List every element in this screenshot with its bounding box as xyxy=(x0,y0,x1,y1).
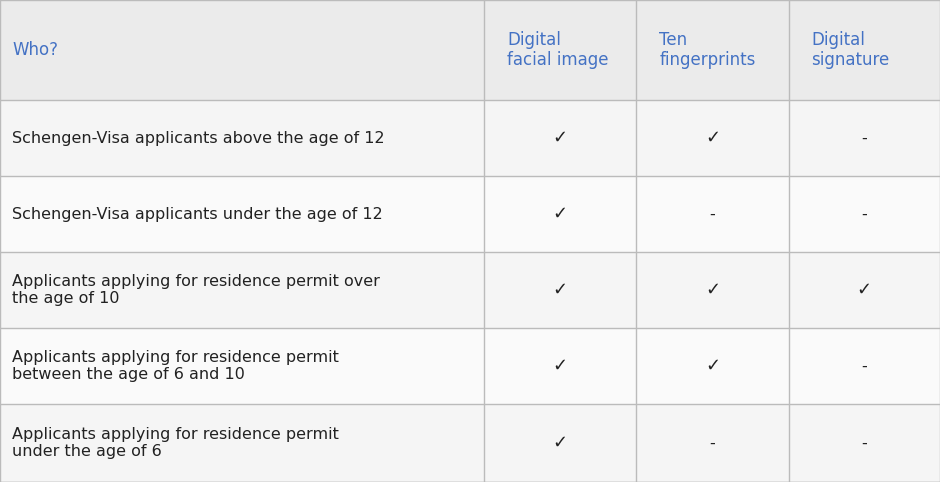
Bar xyxy=(789,404,940,482)
Text: Schengen-Visa applicants above the age of 12: Schengen-Visa applicants above the age o… xyxy=(12,131,384,146)
Text: ✓: ✓ xyxy=(553,434,568,452)
Bar xyxy=(789,100,940,176)
Bar xyxy=(484,176,636,252)
Bar xyxy=(636,252,789,328)
Text: -: - xyxy=(861,206,868,222)
Bar xyxy=(484,328,636,404)
Text: ✓: ✓ xyxy=(705,281,720,299)
Text: Applicants applying for residence permit
under the age of 6: Applicants applying for residence permit… xyxy=(12,427,339,459)
Text: Digital
signature: Digital signature xyxy=(811,30,889,69)
Bar xyxy=(789,328,940,404)
Text: ✓: ✓ xyxy=(705,129,720,147)
Bar xyxy=(636,404,789,482)
Bar xyxy=(484,0,636,100)
Bar xyxy=(636,0,789,100)
Text: Digital
facial image: Digital facial image xyxy=(507,30,608,69)
Bar xyxy=(0,404,484,482)
Bar xyxy=(636,100,789,176)
Bar xyxy=(0,176,484,252)
Bar xyxy=(484,100,636,176)
Bar xyxy=(0,328,484,404)
Text: ✓: ✓ xyxy=(705,357,720,375)
Bar xyxy=(636,176,789,252)
Bar xyxy=(484,252,636,328)
Text: ✓: ✓ xyxy=(553,129,568,147)
Bar xyxy=(789,252,940,328)
Bar xyxy=(0,0,484,100)
Text: Applicants applying for residence permit over
the age of 10: Applicants applying for residence permit… xyxy=(12,274,380,306)
Bar xyxy=(789,0,940,100)
Bar xyxy=(636,328,789,404)
Bar xyxy=(789,176,940,252)
Text: -: - xyxy=(861,436,868,451)
Bar xyxy=(0,252,484,328)
Text: Who?: Who? xyxy=(12,41,58,59)
Text: -: - xyxy=(861,131,868,146)
Text: ✓: ✓ xyxy=(553,205,568,223)
Bar xyxy=(484,404,636,482)
Text: ✓: ✓ xyxy=(856,281,872,299)
Text: -: - xyxy=(861,359,868,374)
Text: -: - xyxy=(710,436,715,451)
Text: Ten
fingerprints: Ten fingerprints xyxy=(659,30,756,69)
Text: Schengen-Visa applicants under the age of 12: Schengen-Visa applicants under the age o… xyxy=(12,206,383,222)
Text: Applicants applying for residence permit
between the age of 6 and 10: Applicants applying for residence permit… xyxy=(12,350,339,382)
Text: ✓: ✓ xyxy=(553,357,568,375)
Bar xyxy=(0,100,484,176)
Text: ✓: ✓ xyxy=(553,281,568,299)
Text: -: - xyxy=(710,206,715,222)
